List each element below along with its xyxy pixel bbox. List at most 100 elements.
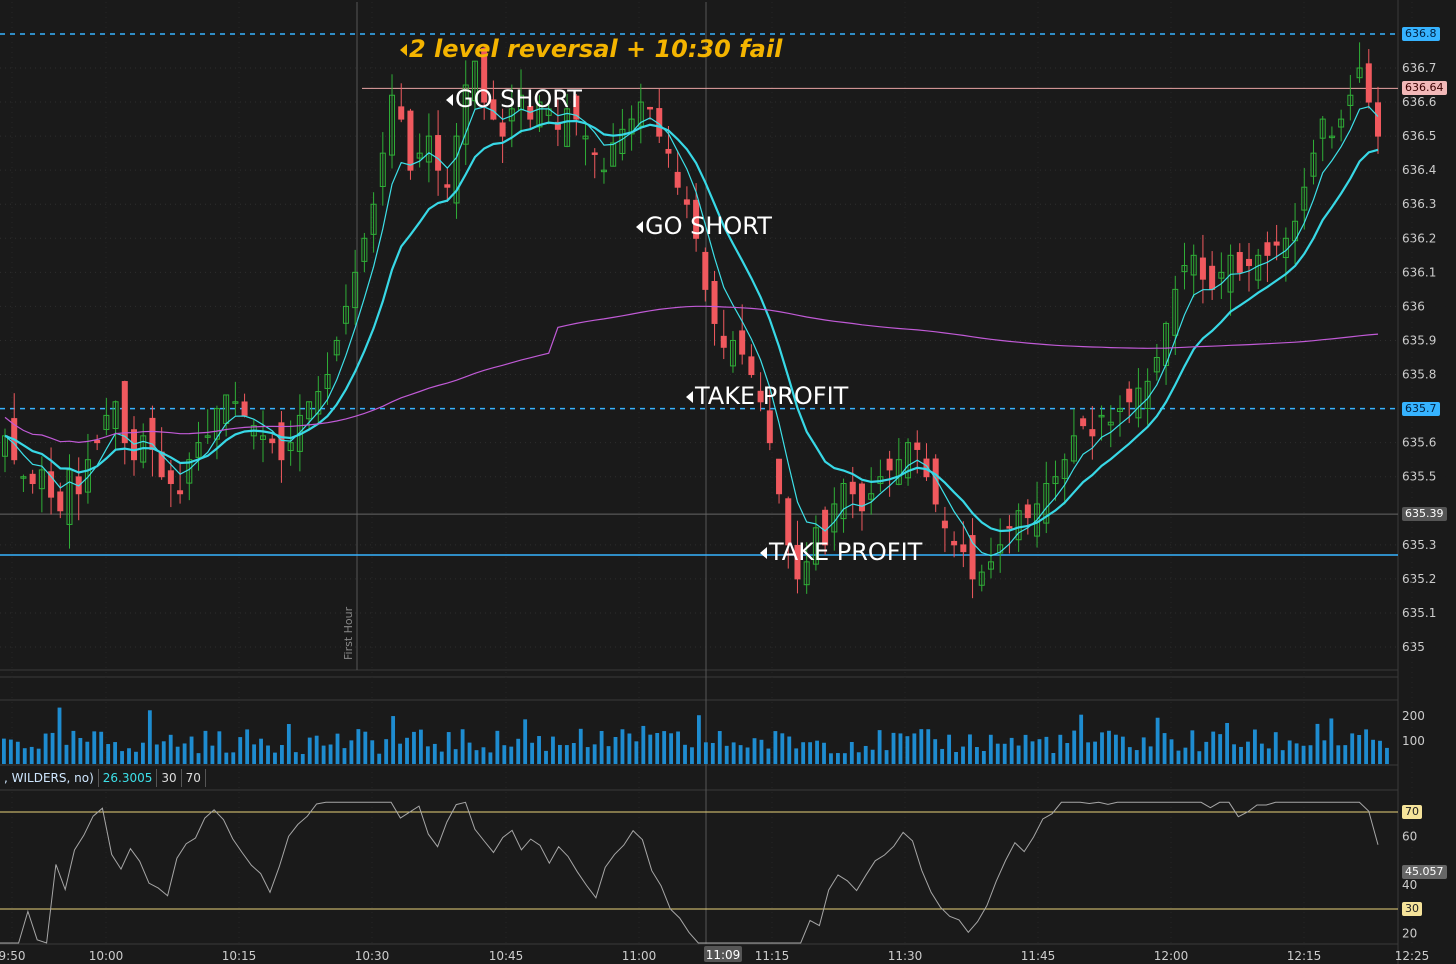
- volume-bar: [1162, 733, 1167, 764]
- volume-bar: [641, 725, 646, 764]
- candle-body: [757, 390, 764, 403]
- x-tick-label: 11:30: [888, 949, 923, 963]
- y-tick-label: 635.5: [1402, 470, 1436, 484]
- volume-bar: [432, 743, 437, 764]
- volume-bar: [1176, 750, 1181, 764]
- volume-bar: [516, 738, 521, 764]
- volume-bar: [759, 739, 764, 764]
- volume-bar: [523, 719, 528, 764]
- volume-bar: [425, 746, 430, 764]
- volume-bar: [43, 733, 48, 764]
- volume-bar: [1266, 748, 1271, 764]
- volume-bar: [551, 736, 555, 764]
- volume-bar: [113, 742, 118, 764]
- annotation-text: GO SHORT: [645, 212, 772, 240]
- volume-bar: [544, 750, 548, 764]
- volume-bar: [1037, 739, 1042, 764]
- volume-bar: [856, 752, 861, 764]
- candle-body: [822, 509, 829, 546]
- volume-bar: [1336, 745, 1341, 764]
- candle-body: [213, 408, 220, 440]
- x-tick-label: 12:25: [1395, 949, 1430, 963]
- volume-bar: [85, 741, 90, 764]
- candle-body: [167, 470, 174, 485]
- cursor-time-box: [704, 946, 742, 962]
- candle-body: [941, 520, 948, 529]
- candle-body: [324, 374, 331, 389]
- volume-bar: [1294, 743, 1299, 764]
- volume-bar: [836, 753, 840, 764]
- x-tick-label: 12:15: [1287, 949, 1322, 963]
- volume-bar: [106, 744, 111, 764]
- y-tick-label: 635.1: [1402, 606, 1436, 620]
- candle-body: [1172, 288, 1179, 336]
- volume-bar: [634, 741, 639, 764]
- volume-bar: [1107, 730, 1111, 764]
- candle-body: [66, 469, 73, 525]
- y-tick-label: 635: [1402, 640, 1425, 654]
- volume-bar: [231, 752, 236, 764]
- volume-bar: [1148, 746, 1153, 764]
- volume-bar: [1357, 734, 1362, 764]
- volume-bar: [537, 736, 541, 764]
- volume-bar: [154, 744, 159, 764]
- volume-bar: [752, 738, 757, 764]
- candle-body: [886, 458, 893, 471]
- volume-bar: [1225, 722, 1230, 764]
- volume-bar: [1197, 751, 1202, 764]
- volume-bar: [50, 732, 55, 764]
- rsi-line: [0, 801, 1379, 944]
- volume-bar: [161, 741, 166, 764]
- volume-bar: [849, 741, 854, 764]
- annotation-text: 2 level reversal + 10:30 fail: [409, 35, 783, 63]
- volume-bar: [1287, 740, 1292, 764]
- volume-bar: [481, 747, 486, 764]
- candle-body: [435, 135, 442, 171]
- candle-body: [647, 106, 654, 110]
- candle-body: [361, 237, 368, 262]
- volume-bar: [1218, 734, 1223, 764]
- candle-body: [748, 356, 755, 376]
- chart-annotation: TAKE PROFIT: [686, 382, 848, 410]
- volume-bar: [57, 707, 62, 764]
- candle-body: [536, 101, 543, 128]
- candle-body: [1116, 408, 1123, 412]
- volume-bar: [961, 746, 965, 764]
- price-tag-lower-level: 635.7: [1402, 401, 1440, 416]
- volume-bar: [1002, 743, 1007, 764]
- x-tick-label: 10:30: [355, 949, 390, 963]
- candle-body: [785, 498, 792, 546]
- x-tick-label: 10:45: [489, 949, 524, 963]
- candle-body: [803, 561, 810, 586]
- volume-bar: [877, 730, 882, 764]
- volume-bar: [585, 747, 590, 764]
- volume-bar: [1308, 745, 1313, 764]
- volume-bar: [495, 730, 500, 764]
- volume-bar: [1371, 739, 1375, 764]
- candle-body: [444, 184, 451, 188]
- volume-bar: [648, 734, 653, 764]
- candle-body: [858, 483, 865, 512]
- rsi-tick-label: 20: [1402, 926, 1417, 940]
- volume-bar: [1155, 717, 1160, 764]
- candle-body: [57, 491, 64, 512]
- volume-bar: [99, 731, 104, 764]
- rsi-header: , WILDERS, no) 26.3005 30 70: [0, 769, 206, 787]
- candle-body: [951, 540, 958, 546]
- volume-bar: [926, 729, 931, 764]
- volume-bar: [36, 748, 41, 764]
- candle-body: [425, 135, 432, 163]
- volume-bar: [22, 748, 27, 764]
- candle-body: [1365, 63, 1372, 103]
- volume-bar: [189, 736, 194, 764]
- candle-body: [960, 544, 967, 553]
- volume-bar: [697, 715, 701, 764]
- volume-bar: [578, 728, 583, 764]
- volume-bar: [690, 747, 694, 764]
- candle-body: [969, 535, 976, 580]
- volume-bar: [1204, 741, 1209, 764]
- volume-bar: [1093, 741, 1097, 764]
- candle-body: [1310, 152, 1317, 177]
